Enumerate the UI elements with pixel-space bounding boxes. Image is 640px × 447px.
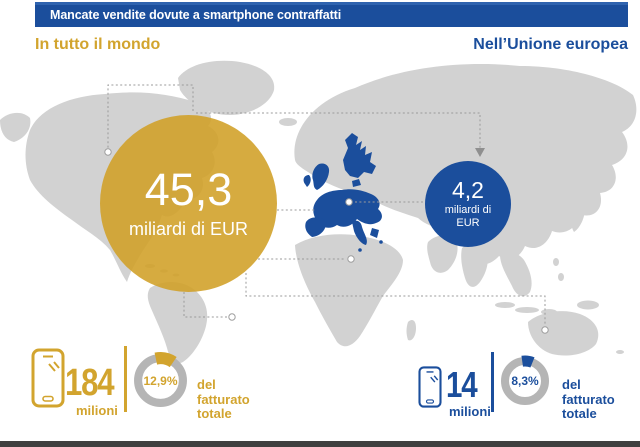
callout-lines — [107, 84, 546, 326]
world-devices-value: 184 — [65, 362, 115, 404]
world-heading: In tutto il mondo — [35, 36, 161, 53]
eu-region — [303, 133, 383, 252]
world-devices-unit: milioni — [76, 403, 118, 418]
world-share-label: 12,9% — [143, 373, 178, 388]
world-devices-count: 184 milioni — [65, 364, 124, 417]
divider — [491, 352, 494, 412]
eu-devices-unit: milioni — [449, 404, 491, 419]
region-dots — [104, 148, 549, 334]
smartphone-icon — [31, 348, 65, 408]
eu-total-bubble: 4,2 miliardi di EUR — [425, 161, 511, 247]
crack-icon — [48, 361, 60, 372]
title-bar: Mancate vendite dovute a smartphone cont… — [35, 2, 628, 27]
page-title: Mancate vendite dovute a smartphone cont… — [50, 7, 342, 22]
donut-chart-eu: 8,3% — [499, 355, 551, 407]
eu-heading: Nell’Unione europea — [473, 36, 628, 53]
smartphone-icon — [418, 366, 442, 408]
world-total-value: 45,3 — [144, 163, 233, 215]
donut-chart-world: 12,9% — [132, 352, 189, 409]
world-share-caption: del fatturato totale — [197, 377, 250, 421]
donut-svg-eu — [499, 355, 551, 407]
eu-share-caption: del fatturato totale — [562, 377, 615, 421]
eu-devices-value: 14 — [446, 364, 478, 405]
crack-icon — [430, 375, 439, 383]
divider — [124, 346, 127, 412]
world-total-bubble: 45,3 miliardi di EUR — [100, 115, 277, 292]
arrow-down-icon — [475, 148, 485, 157]
eu-share-label: 8,3% — [511, 374, 539, 388]
eu-total-unit: miliardi di EUR — [444, 204, 492, 230]
footer-bar — [0, 441, 640, 447]
eu-total-value: 4,2 — [452, 177, 484, 204]
world-total-unit: miliardi di EUR — [128, 219, 249, 240]
donut-svg-world — [132, 352, 189, 409]
eu-devices-count: 14 milioni — [446, 364, 491, 419]
